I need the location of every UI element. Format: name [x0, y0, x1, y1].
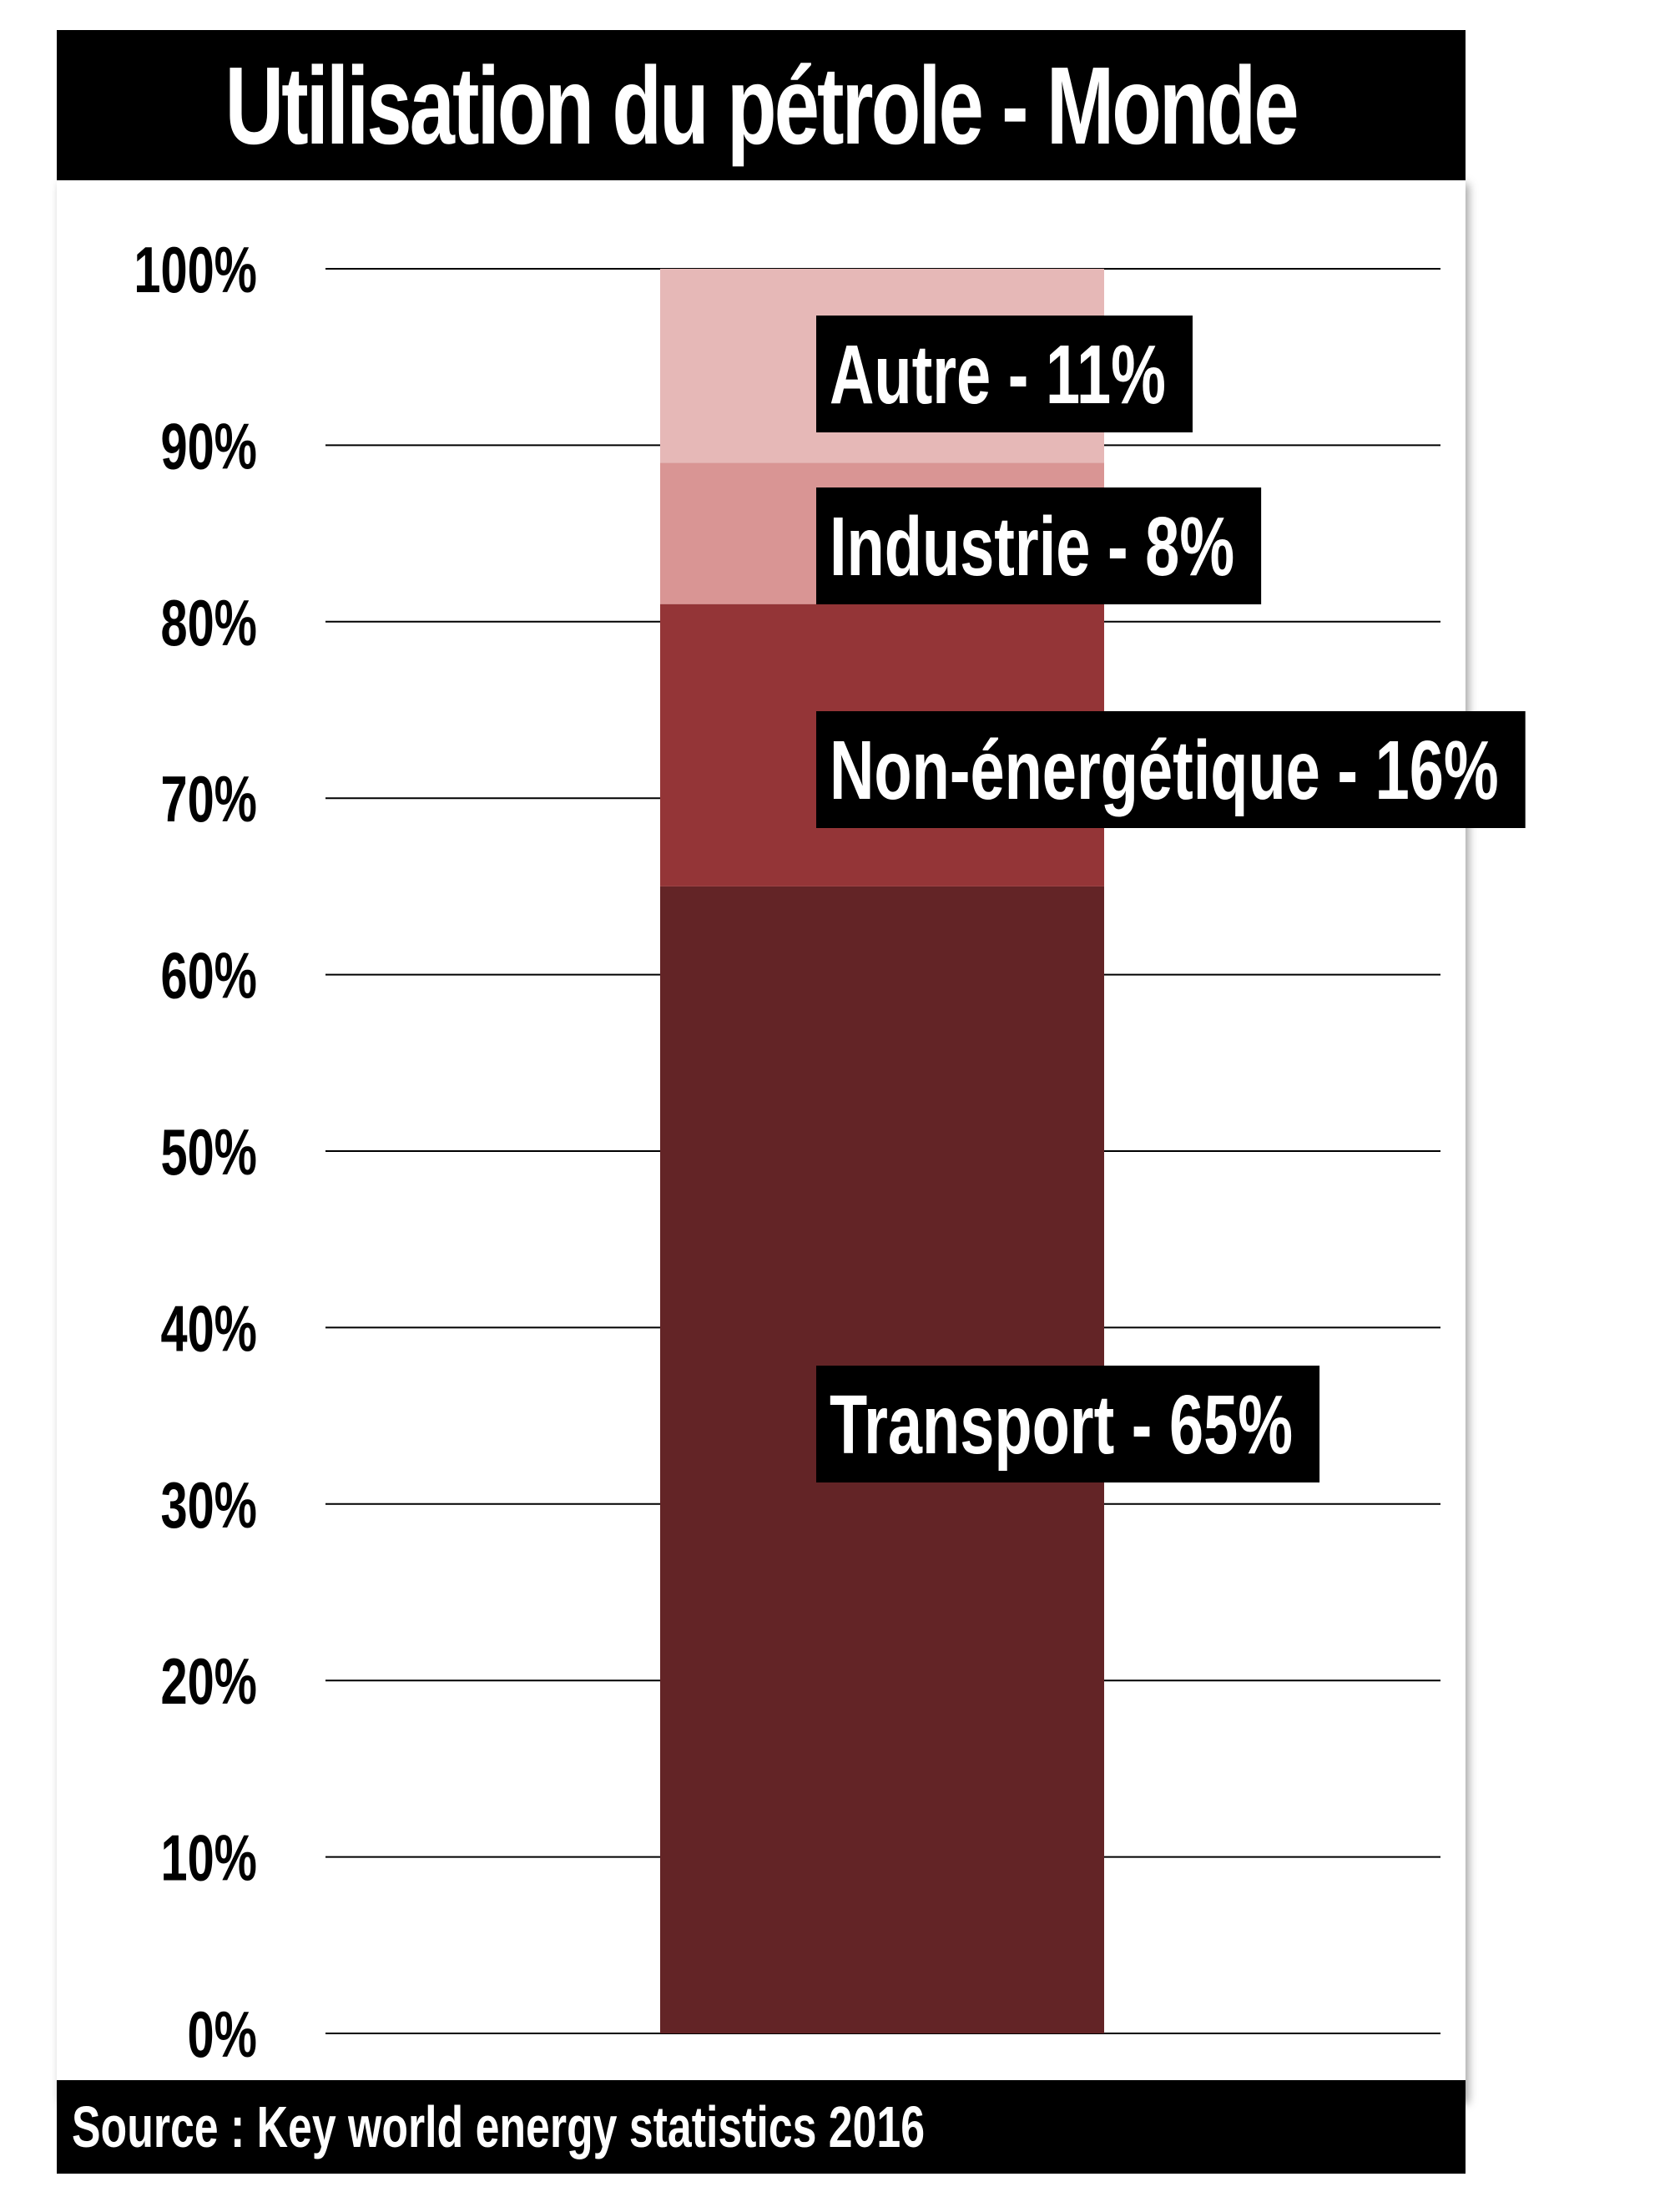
y-tick-label: 80%	[160, 586, 257, 659]
segment-labels: Transport - 65% Non-énergétique - 16% Indu…	[816, 316, 1526, 1482]
segment-label: Transport - 65%	[816, 1366, 1320, 1482]
y-tick-label: 20%	[160, 1645, 257, 1719]
y-axis-tick-labels: 0% 10% 20% 30% 40% 50% 60% 70% 80% 90% 100%	[134, 234, 257, 2072]
chart-title: Utilisation du pétrole - Monde	[225, 43, 1299, 167]
title-banner: Utilisation du pétrole - Monde	[57, 30, 1466, 180]
segment-label-background	[816, 1366, 1320, 1482]
y-tick-label: 40%	[160, 1292, 257, 1366]
segment-label-background	[816, 316, 1193, 432]
y-tick-label: 50%	[160, 1116, 257, 1189]
segment-label-text: Industrie - 8%	[830, 499, 1234, 593]
y-tick-label: 30%	[160, 1468, 257, 1542]
segment-label-background	[816, 487, 1262, 604]
segment-label-text: Transport - 65%	[830, 1377, 1293, 1472]
segment-label: Non-énergétique - 16%	[816, 711, 1526, 828]
y-tick-label: 10%	[160, 1821, 257, 1895]
y-tick-label: 60%	[160, 939, 257, 1013]
segment-label-background	[816, 711, 1526, 828]
y-tick-label: 100%	[134, 234, 257, 307]
source-text: Source : Key world energy statistics 201…	[72, 2094, 926, 2159]
segment-label-text: Non-énergétique - 16%	[830, 723, 1499, 817]
y-tick-label: 0%	[188, 1998, 257, 2072]
segment-label-text: Autre - 11%	[830, 327, 1166, 422]
y-tick-label: 90%	[160, 410, 257, 483]
y-tick-label: 70%	[160, 763, 257, 836]
segment-label: Autre - 11%	[816, 316, 1193, 432]
segment-label: Industrie - 8%	[816, 487, 1262, 604]
source-banner: Source : Key world energy statistics 201…	[57, 2080, 1466, 2174]
